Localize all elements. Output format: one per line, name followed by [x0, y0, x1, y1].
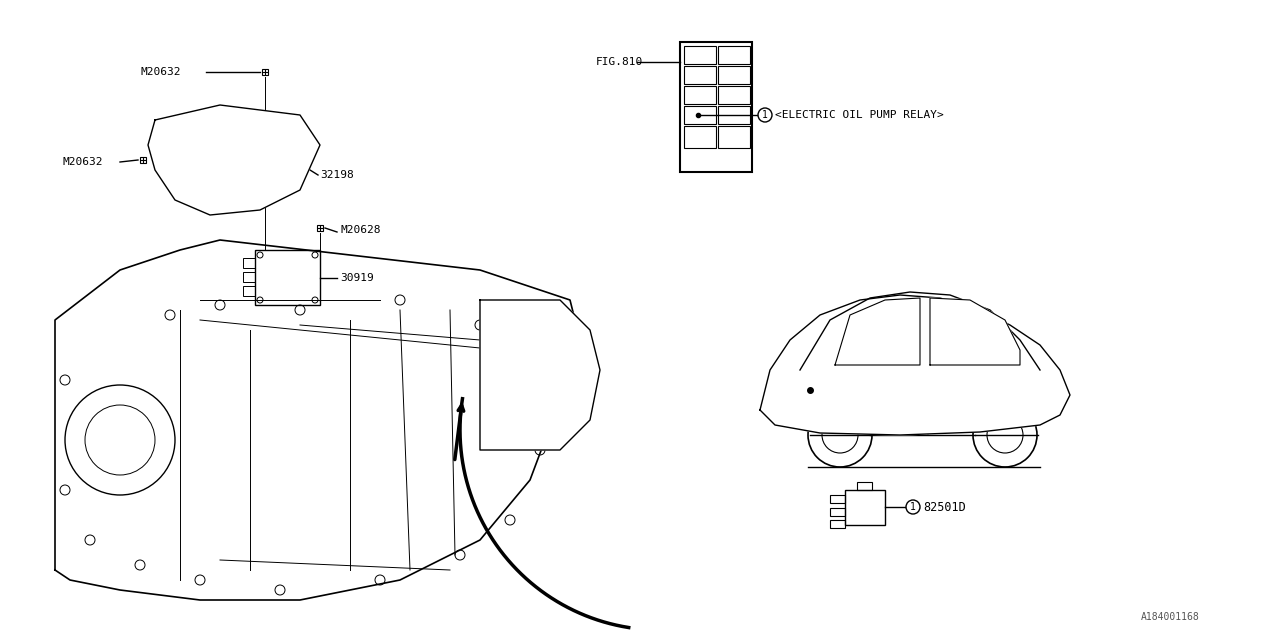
Bar — [829, 495, 845, 503]
Bar — [684, 86, 716, 104]
Bar — [718, 126, 750, 148]
Polygon shape — [931, 298, 1020, 365]
Text: 1: 1 — [762, 110, 768, 120]
Text: M20628: M20628 — [340, 225, 380, 235]
Bar — [718, 46, 750, 64]
Bar — [718, 86, 750, 104]
Bar — [684, 46, 716, 64]
Bar — [829, 520, 845, 528]
Text: FIG.810: FIG.810 — [596, 57, 644, 67]
Bar — [718, 106, 750, 124]
Bar — [243, 272, 255, 282]
Bar — [680, 42, 753, 172]
Polygon shape — [55, 240, 580, 600]
Text: M20632: M20632 — [140, 67, 180, 77]
Bar — [829, 508, 845, 516]
Bar — [718, 66, 750, 84]
Bar — [243, 258, 255, 268]
Text: M20632: M20632 — [61, 157, 102, 167]
Text: <ELECTRIC OIL PUMP RELAY>: <ELECTRIC OIL PUMP RELAY> — [774, 110, 943, 120]
Polygon shape — [760, 295, 1070, 435]
Bar — [684, 66, 716, 84]
Text: 32198: 32198 — [320, 170, 353, 180]
Text: 1: 1 — [910, 502, 916, 512]
Text: 30919: 30919 — [340, 273, 374, 283]
Polygon shape — [148, 105, 320, 215]
Text: 82501D: 82501D — [923, 500, 965, 513]
Bar — [684, 126, 716, 148]
Text: A184001168: A184001168 — [1142, 612, 1201, 622]
Bar — [845, 490, 884, 525]
Bar — [858, 482, 872, 490]
Bar — [255, 250, 320, 305]
Bar — [243, 286, 255, 296]
Polygon shape — [835, 298, 920, 365]
Bar — [684, 106, 716, 124]
Polygon shape — [480, 300, 600, 450]
